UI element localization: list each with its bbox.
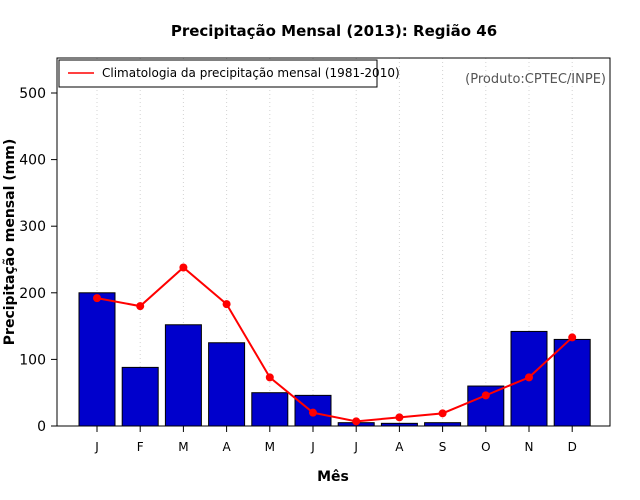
x-tick-label: A — [222, 440, 231, 454]
y-tick-label: 300 — [19, 219, 46, 235]
climatology-point-3 — [222, 300, 231, 309]
legend: Climatologia da precipitação mensal (198… — [58, 59, 400, 88]
x-tick-label: N — [525, 440, 534, 454]
grid-lines — [96, 58, 573, 426]
climatology-line — [96, 266, 573, 423]
y-tick-label: 400 — [19, 153, 46, 169]
bar-3 — [208, 342, 246, 427]
legend-entry-climatology: Climatologia da precipitação mensal (198… — [102, 66, 400, 80]
x-tick-label: J — [94, 440, 99, 454]
climatology-point-5 — [309, 408, 317, 417]
x-tick-label: F — [137, 440, 144, 454]
climatology-point-6 — [352, 417, 361, 426]
x-axis-label: Mês — [317, 469, 349, 485]
x-tick-label: S — [439, 440, 447, 454]
legend-box — [58, 59, 378, 88]
y-tick-label: 0 — [37, 419, 46, 435]
x-tick-label: A — [395, 440, 404, 454]
y-tick-label: 200 — [19, 286, 46, 302]
climatology-point-0 — [93, 294, 101, 303]
x-tick-label: O — [481, 440, 490, 454]
climatology-point-7 — [395, 413, 404, 422]
plot-frame — [56, 57, 611, 427]
climatology-point-11 — [568, 333, 577, 342]
x-tick-label: M — [265, 440, 275, 454]
y-tick-label: 500 — [19, 86, 46, 102]
x-tick-label: J — [310, 440, 315, 454]
bar-11 — [553, 338, 591, 427]
x-tick-label: M — [178, 440, 188, 454]
y-axis-label: Precipitação mensal (mm) — [2, 139, 18, 345]
climatology-line-layer — [93, 263, 577, 426]
y-axis: 0 100 200 300 400 500 — [19, 86, 57, 435]
bars — [78, 292, 591, 427]
y-tick-label: 100 — [19, 352, 46, 368]
climatology-point-9 — [481, 391, 490, 400]
climatology-point-1 — [136, 302, 145, 311]
bar-1 — [121, 366, 159, 427]
bar-4 — [251, 392, 289, 427]
climatology-point-8 — [438, 409, 447, 418]
credit-text: (Produto:CPTEC/INPE) — [465, 72, 606, 87]
climatology-point-4 — [265, 373, 274, 382]
climatology-point-2 — [179, 263, 188, 272]
bar-2 — [164, 324, 202, 427]
x-tick-label: J — [353, 440, 358, 454]
climatology-point-10 — [525, 373, 533, 382]
x-tick-label: D — [568, 440, 577, 454]
chart-title: Precipitação Mensal (2013): Região 46 — [171, 22, 497, 40]
bar-0 — [78, 292, 116, 427]
